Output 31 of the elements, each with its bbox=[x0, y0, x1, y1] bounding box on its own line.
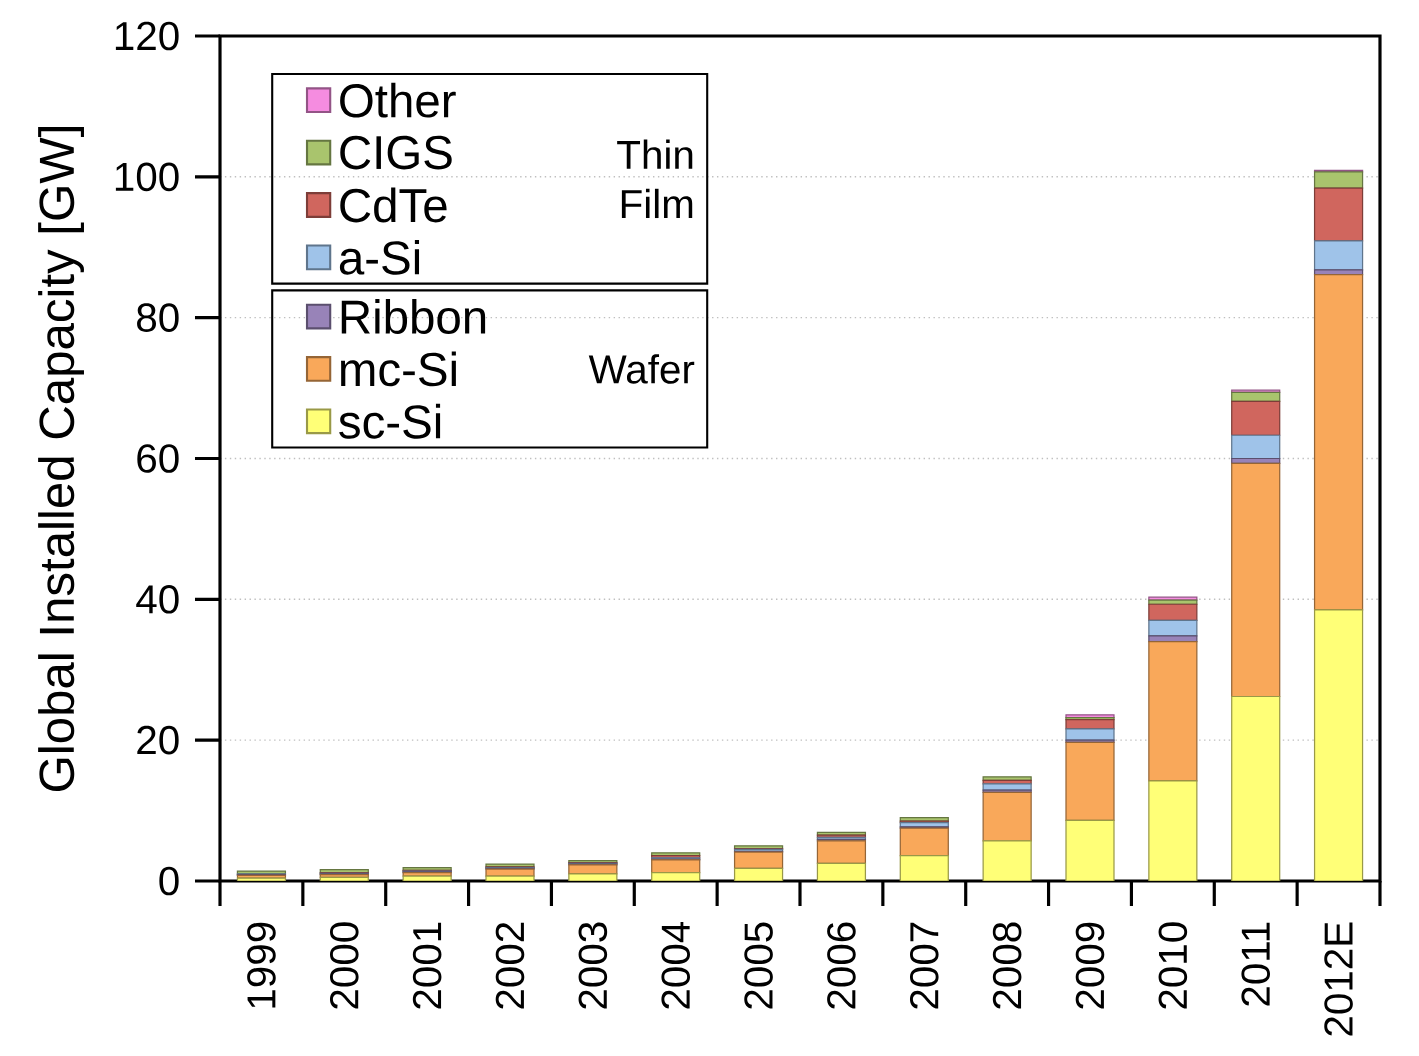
legend-label: a-Si bbox=[339, 239, 420, 275]
x-tick-label: 2008 bbox=[992, 922, 1022, 1009]
y-tick-label: 0 bbox=[159, 866, 179, 896]
x-tick-label: 2011 bbox=[1241, 922, 1271, 1006]
legend-label: sc-Si bbox=[339, 403, 441, 439]
x-tick-label: 2001 bbox=[412, 922, 442, 1009]
annotation: Thin Film bbox=[617, 139, 693, 219]
x-tick-label: 2003 bbox=[578, 922, 608, 1009]
x-tick-label: 2009 bbox=[1075, 922, 1105, 1009]
annotation: Wafer bbox=[588, 354, 695, 384]
x-tick-label: 2012E bbox=[1324, 922, 1353, 1036]
x-tick-label: 2004 bbox=[661, 921, 691, 1009]
x-tick-label: 2000 bbox=[329, 922, 359, 1009]
legend-label: mc-Si bbox=[341, 351, 456, 387]
legend-label: CIGS bbox=[340, 135, 452, 170]
x-tick-label: 2006 bbox=[827, 922, 856, 1009]
x-tick-label: 1999 bbox=[247, 922, 276, 1008]
x-tick-label: 2002 bbox=[495, 922, 525, 1009]
x-tick-label: 2010 bbox=[1158, 922, 1188, 1009]
y-tick-label: 100 bbox=[115, 162, 179, 192]
x-tick-label: 2005 bbox=[744, 922, 773, 1009]
y-tick-label: 120 bbox=[115, 21, 179, 51]
legend-label: Other bbox=[340, 82, 456, 118]
legend-label: CdTe bbox=[340, 187, 447, 223]
y-tick-label: 60 bbox=[137, 444, 179, 473]
y-tick-label: 80 bbox=[137, 303, 179, 332]
y-tick-label: 20 bbox=[137, 725, 179, 755]
y-tick-label: 40 bbox=[136, 585, 179, 614]
x-tick-label: 2007 bbox=[909, 922, 939, 1009]
y-axis-title: Global Installed Capacity [GW] bbox=[38, 127, 84, 792]
legend-label: Ribbon bbox=[341, 299, 486, 334]
